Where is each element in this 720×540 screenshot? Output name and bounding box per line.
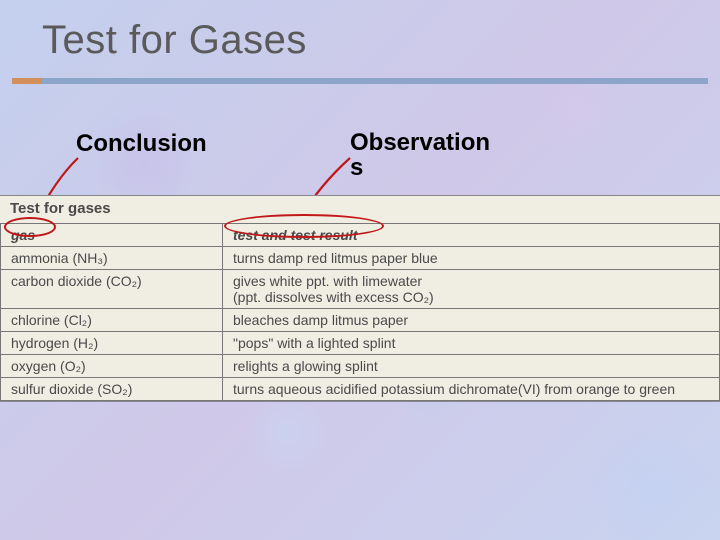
table-row: hydrogen (H₂)"pops" with a lighted splin… xyxy=(1,332,720,355)
cell-gas: hydrogen (H₂) xyxy=(1,332,223,355)
table-row: ammonia (NH₃)turns damp red litmus paper… xyxy=(1,247,720,270)
cell-test: turns damp red litmus paper blue xyxy=(223,247,720,270)
cell-gas: oxygen (O₂) xyxy=(1,355,223,378)
cell-test: bleaches damp litmus paper xyxy=(223,309,720,332)
page-title: Test for Gases xyxy=(42,18,307,63)
cell-gas: chlorine (Cl₂) xyxy=(1,309,223,332)
cell-test: relights a glowing splint xyxy=(223,355,720,378)
label-observations: Observation s xyxy=(350,130,490,180)
cell-gas: sulfur dioxide (SO₂) xyxy=(1,378,223,401)
cell-test: gives white ppt. with limewater(ppt. dis… xyxy=(223,270,720,309)
table-row: oxygen (O₂)relights a glowing splint xyxy=(1,355,720,378)
cell-test: turns aqueous acidified potassium dichro… xyxy=(223,378,720,401)
title-underline xyxy=(12,78,708,84)
underline-accent xyxy=(12,78,42,84)
cell-test: "pops" with a lighted splint xyxy=(223,332,720,355)
label-observations-l1: Observation xyxy=(350,129,490,156)
table-row: sulfur dioxide (SO₂)turns aqueous acidif… xyxy=(1,378,720,401)
circle-test-header xyxy=(224,214,384,238)
cell-gas: carbon dioxide (CO₂) xyxy=(1,270,223,309)
label-observations-l2: s xyxy=(350,154,363,181)
underline-main xyxy=(42,78,708,84)
cell-gas: ammonia (NH₃) xyxy=(1,247,223,270)
table-row: carbon dioxide (CO₂)gives white ppt. wit… xyxy=(1,270,720,309)
table-row: chlorine (Cl₂)bleaches damp litmus paper xyxy=(1,309,720,332)
circle-gas-header xyxy=(4,217,56,237)
label-conclusion: Conclusion xyxy=(76,130,207,158)
gas-test-table: gas test and test result ammonia (NH₃)tu… xyxy=(0,223,720,401)
